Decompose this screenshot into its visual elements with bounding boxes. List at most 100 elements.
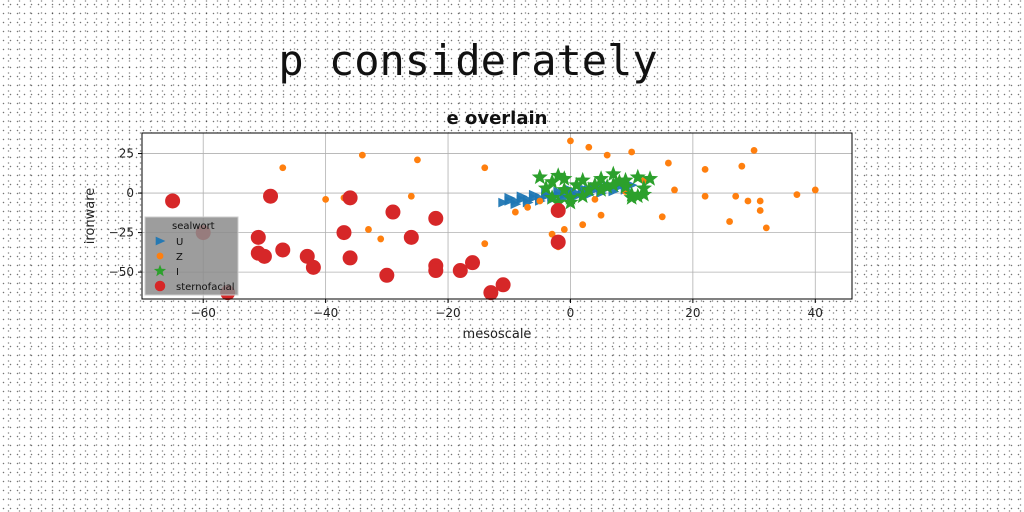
data-point [611, 173, 628, 189]
data-point [165, 193, 181, 209]
data-point [579, 221, 587, 229]
data-point [483, 285, 499, 301]
data-point [738, 162, 746, 170]
data-point [750, 146, 758, 154]
data-point [495, 277, 511, 293]
series-i [531, 165, 659, 210]
page-title: p considerately [278, 36, 658, 85]
legend-title: sealwort [172, 221, 215, 232]
x-tick-label: 0 [567, 306, 575, 320]
data-point [428, 210, 444, 226]
data-point [603, 151, 611, 159]
data-point [414, 156, 421, 164]
data-point [641, 170, 659, 186]
y-tick-label: −25 [109, 226, 134, 240]
data-point [510, 199, 522, 209]
data-point [599, 178, 616, 194]
data-point [250, 229, 266, 245]
data-point [591, 196, 599, 203]
data-point [544, 189, 561, 205]
data-point [336, 225, 352, 241]
data-point [574, 171, 591, 188]
data-point [504, 193, 516, 203]
x-tick-label: −40 [313, 306, 338, 320]
data-point [403, 229, 419, 245]
data-point [556, 181, 573, 197]
plot-area [142, 133, 852, 299]
data-point [593, 170, 610, 186]
y-tick-label: 25 [119, 147, 134, 161]
data-point [574, 187, 591, 204]
data-point [377, 235, 385, 243]
data-point [623, 189, 640, 205]
data-point [701, 192, 709, 200]
data-point [617, 178, 634, 194]
data-point [635, 179, 652, 196]
data-point [585, 143, 593, 151]
y-tick-label: −50 [109, 265, 134, 279]
data-point [275, 242, 291, 258]
data-point [562, 194, 579, 210]
data-point [511, 208, 519, 216]
data-point [358, 151, 366, 159]
data-point [385, 204, 401, 220]
data-point [365, 226, 372, 233]
data-point [550, 234, 566, 250]
data-point [568, 176, 585, 192]
chart-title: e overlain [447, 108, 548, 129]
legend-marker [153, 264, 167, 277]
data-point [379, 267, 395, 283]
y-axis-label: ironware [83, 188, 98, 245]
data-point [428, 263, 444, 279]
x-axis-label: mesoscale [463, 327, 532, 342]
data-point [536, 197, 544, 205]
data-point [586, 176, 603, 192]
legend-marker [155, 236, 166, 246]
data-point [524, 203, 532, 211]
data-point [793, 191, 801, 199]
data-point [605, 165, 622, 181]
data-point [593, 181, 610, 197]
data-point [548, 230, 556, 238]
data-point [299, 248, 315, 264]
data-point [629, 168, 646, 185]
data-point [550, 194, 567, 210]
axis-ticks: −60 −40 −20 0 20 40 25 0 −25 −50 [109, 147, 823, 320]
data-point [279, 164, 287, 172]
legend-label: I [176, 267, 179, 278]
data-point [550, 167, 567, 183]
data-point [537, 179, 554, 196]
data-point [531, 168, 548, 185]
plot-frame [141, 132, 853, 300]
y-tick-label: 0 [126, 186, 134, 200]
legend-label: sternofacial [176, 282, 235, 293]
data-point [263, 188, 279, 204]
data-point [664, 159, 672, 167]
legend-label: U [176, 237, 183, 248]
data-point [756, 197, 764, 205]
data-point [629, 187, 646, 204]
data-point [658, 213, 666, 221]
data-point [556, 170, 573, 186]
x-tick-label: −60 [191, 306, 216, 320]
legend-label: Z [176, 252, 183, 263]
data-point [481, 240, 489, 248]
data-point [580, 181, 597, 197]
x-tick-label: −20 [435, 306, 460, 320]
data-point [701, 165, 709, 173]
data-point [617, 171, 634, 188]
data-point [407, 192, 415, 200]
data-point [550, 202, 566, 218]
data-point [671, 186, 678, 194]
data-point [744, 197, 752, 205]
data-point [342, 190, 358, 206]
data-point [553, 186, 565, 197]
data-point [762, 224, 770, 232]
data-point [452, 263, 468, 279]
data-point [756, 207, 764, 214]
x-tick-label: 40 [808, 306, 823, 320]
data-point [305, 259, 321, 275]
data-point [567, 137, 574, 145]
